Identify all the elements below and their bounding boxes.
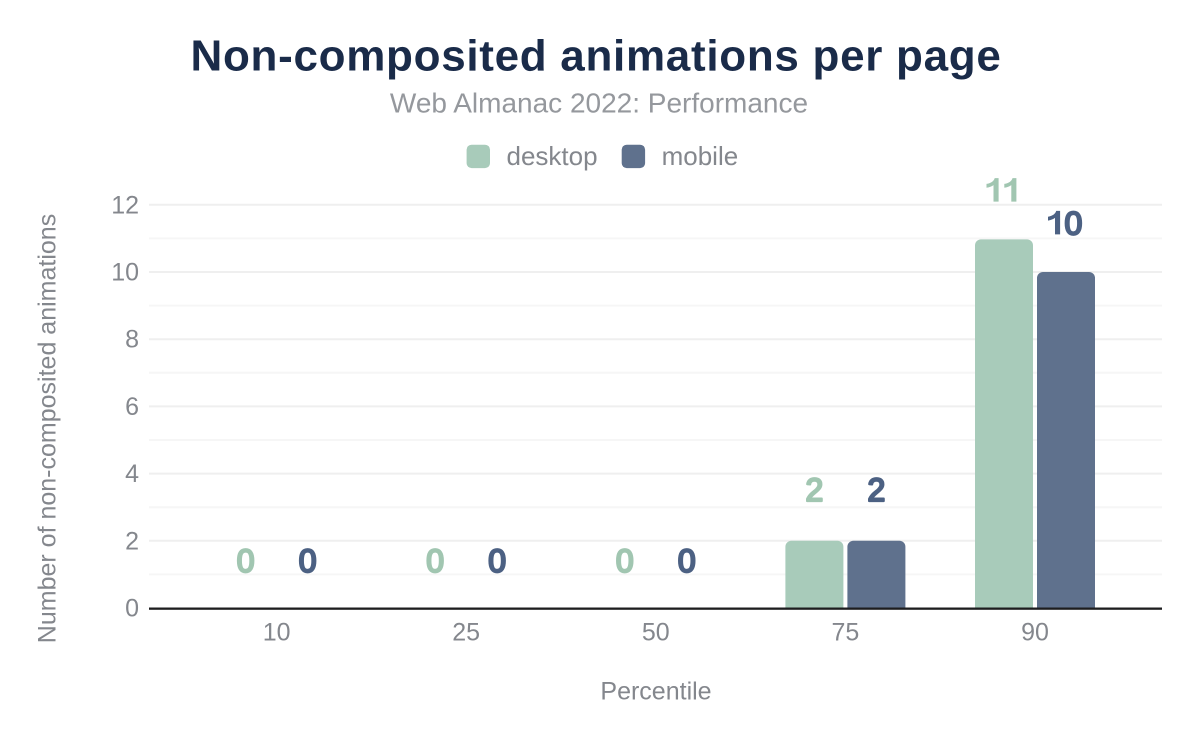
svg-text:Percentile: Percentile [600, 678, 711, 706]
svg-text:Web Almanac 2022: Performance: Web Almanac 2022: Performance [390, 88, 808, 119]
svg-text:mobile: mobile [662, 141, 739, 171]
svg-text:0: 0 [125, 595, 139, 623]
svg-text:90: 90 [1021, 619, 1049, 647]
svg-text:6: 6 [125, 393, 139, 421]
svg-text:0: 0 [616, 543, 634, 579]
svg-text:8: 8 [125, 326, 139, 354]
svg-text:0: 0 [426, 543, 444, 579]
svg-text:50: 50 [642, 619, 670, 647]
svg-text:2: 2 [125, 527, 139, 555]
svg-text:4: 4 [125, 460, 139, 488]
svg-text:Number of non-composited anima: Number of non-composited animations [34, 214, 62, 643]
svg-text:2: 2 [868, 472, 886, 508]
svg-text:75: 75 [831, 619, 859, 647]
svg-text:10: 10 [111, 259, 139, 287]
svg-text:2: 2 [806, 472, 824, 508]
svg-text:0: 0 [237, 543, 255, 579]
svg-text:12: 12 [111, 191, 139, 219]
svg-text:10: 10 [263, 619, 291, 647]
svg-text:0: 0 [488, 543, 506, 579]
svg-text:0: 0 [299, 543, 317, 579]
svg-text:desktop: desktop [507, 141, 598, 171]
svg-text:0: 0 [1065, 206, 1083, 242]
svg-text:0: 0 [678, 543, 696, 579]
svg-text:25: 25 [452, 619, 480, 647]
svg-text:Non-composited animations per: Non-composited animations per page [190, 31, 1001, 80]
